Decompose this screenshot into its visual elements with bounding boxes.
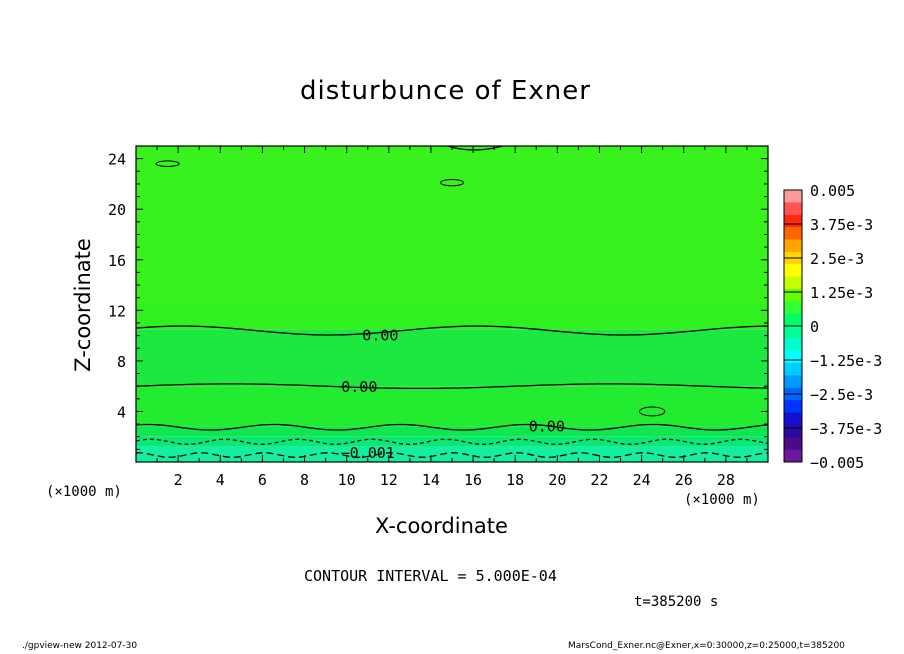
colorbar-label: 2.5e-3 bbox=[810, 250, 864, 268]
y-axis-title: Z-coordinate bbox=[71, 238, 95, 372]
colorbar-label: −0.005 bbox=[810, 454, 864, 472]
contour-label-0: 0.00 bbox=[362, 326, 398, 344]
x-tick-label: 8 bbox=[300, 471, 309, 489]
contour-line-negative-1 bbox=[135, 438, 769, 445]
closed-contour-0 bbox=[155, 160, 180, 167]
x-tick-label: 4 bbox=[216, 471, 225, 489]
contour-line-upper bbox=[135, 325, 769, 336]
y-tick-label: 20 bbox=[108, 201, 126, 219]
time-stamp: t=385200 s bbox=[634, 594, 719, 610]
x-tick-label: 22 bbox=[590, 471, 608, 489]
colorbar-swatch bbox=[784, 214, 802, 228]
contour-line-negative-2 bbox=[135, 452, 769, 458]
colorbar-swatch bbox=[784, 338, 802, 352]
contour-interval-label: CONTOUR INTERVAL = 5.000E-04 bbox=[304, 567, 557, 585]
x-tick-label: 6 bbox=[258, 471, 267, 489]
colorbar-swatch bbox=[784, 313, 802, 327]
colorbar-label: 0.005 bbox=[810, 182, 855, 200]
footer-file-info: MarsCond_Exner.nc@Exner,x=0:30000,z=0:25… bbox=[568, 641, 845, 651]
contour-label-1: 0.00 bbox=[341, 378, 377, 396]
colorbar-swatch bbox=[784, 363, 802, 376]
colorbar-swatch bbox=[784, 276, 802, 290]
y-axis: 4 8 12 16 20 24 bbox=[108, 151, 768, 450]
colorbar-swatch bbox=[784, 350, 802, 364]
colorbar-swatch bbox=[784, 301, 802, 315]
y-tick-label: 4 bbox=[117, 403, 126, 421]
chart-title: disturbunce of Exner bbox=[300, 76, 591, 106]
field-band-3 bbox=[136, 386, 768, 427]
x-tick-label: 28 bbox=[717, 471, 735, 489]
y-tick-label: 24 bbox=[108, 151, 126, 169]
colorbar-swatch bbox=[784, 288, 802, 302]
x-tick-label: 10 bbox=[338, 471, 356, 489]
y-tick-label: 12 bbox=[108, 302, 126, 320]
field-band-6 bbox=[136, 446, 768, 462]
field-band-1 bbox=[136, 304, 768, 330]
closed-contour-1 bbox=[439, 178, 465, 187]
y-tick-label: 8 bbox=[117, 353, 126, 371]
colorbar-swatch bbox=[784, 400, 802, 414]
x-axis-title: X-coordinate bbox=[375, 514, 508, 538]
colorbar-swatch bbox=[784, 437, 802, 451]
colorbar-swatch bbox=[784, 264, 802, 278]
colorbar-swatch bbox=[784, 375, 802, 389]
field-bands bbox=[136, 146, 768, 462]
x-tick-label: 18 bbox=[506, 471, 524, 489]
x-tick-label: 2 bbox=[174, 471, 183, 489]
x-tick-label: 20 bbox=[548, 471, 566, 489]
x-tick-label: 24 bbox=[633, 471, 651, 489]
field-band-5 bbox=[136, 436, 768, 447]
colorbar-swatch bbox=[784, 227, 802, 240]
x-axis: 2 4 6 8 10 12 14 16 18 20 22 24 26 28 bbox=[156, 146, 748, 489]
field-band-0 bbox=[136, 146, 768, 304]
closed-contour-2 bbox=[638, 406, 666, 417]
x-unit-label-left: (×1000 m) bbox=[46, 484, 122, 500]
colorbar-swatch bbox=[784, 412, 802, 426]
colorbar-swatch bbox=[784, 326, 802, 339]
colorbar-label: −2.5e-3 bbox=[810, 386, 873, 404]
x-tick-label: 16 bbox=[464, 471, 482, 489]
colorbar-swatch bbox=[784, 190, 802, 203]
colorbar-swatch bbox=[784, 449, 802, 463]
colorbar-label: 1.25e-3 bbox=[810, 284, 873, 302]
field-band-4 bbox=[136, 426, 768, 437]
y-tick-label: 16 bbox=[108, 252, 126, 270]
colorbar-swatch bbox=[784, 239, 802, 253]
colorbar-swatch bbox=[784, 424, 802, 438]
colorbar-label: 3.75e-3 bbox=[810, 216, 873, 234]
colorbar-swatch bbox=[784, 202, 802, 216]
contour-labels: 0.00 0.00 0.00 −0.001 bbox=[341, 326, 565, 462]
footer-program-info: ./gpview-new 2012-07-30 bbox=[22, 641, 138, 651]
contour-label-2: 0.00 bbox=[529, 417, 565, 435]
x-tick-label: 26 bbox=[675, 471, 693, 489]
x-unit-label-right: (×1000 m) bbox=[684, 492, 760, 508]
colorbar-label: 0 bbox=[810, 318, 819, 336]
contour-line-lower bbox=[135, 423, 769, 431]
x-tick-label: 12 bbox=[380, 471, 398, 489]
x-tick-label: 14 bbox=[422, 471, 440, 489]
colorbar-label: −3.75e-3 bbox=[810, 420, 882, 438]
colorbar-label: −1.25e-3 bbox=[810, 352, 882, 370]
contour-line-middle bbox=[135, 383, 769, 390]
field-band-2 bbox=[136, 329, 768, 387]
colorbar: 0.005 3.75e-3 2.5e-3 1.25e-3 0 −1.25e-3 −2.5e-… bbox=[783, 182, 882, 472]
contour-label-3: −0.001 bbox=[341, 444, 395, 462]
